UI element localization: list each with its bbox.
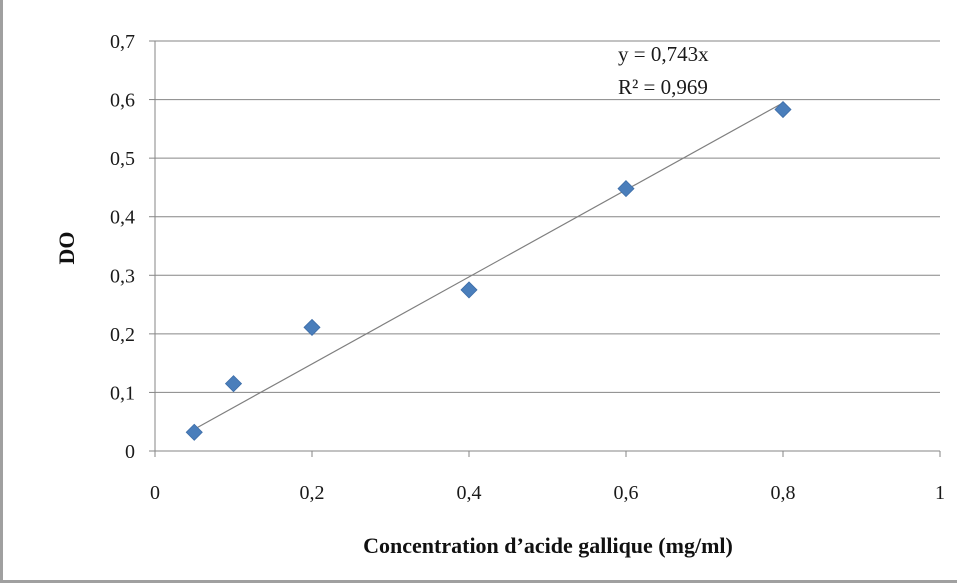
data-point-5 (774, 100, 792, 119)
linear-trendline (193, 102, 784, 430)
x-tick-label-0: 0 (150, 482, 160, 504)
y-tick-label-2: 0,2 (110, 324, 135, 346)
x-tick-label-5: 1 (935, 482, 945, 504)
tick-labels: 0 0,1 0,2 0,3 0,4 0,5 0,6 0,7 0 0,2 0,4 0,6 0,8 1 (110, 31, 945, 504)
data-point-3 (460, 281, 478, 299)
data-point-4 (617, 180, 635, 198)
x-tick-label-4: 0,8 (771, 482, 796, 504)
y-tick-label-4: 0,4 (110, 207, 135, 229)
y-tick-label-1: 0,1 (110, 382, 135, 404)
y-tick-label-3: 0,3 (110, 265, 135, 287)
data-point-2 (303, 318, 321, 336)
trendline-r2-label: R² = 0,969 (618, 75, 708, 99)
x-tick-label-3: 0,6 (614, 482, 639, 504)
scatter-chart: 0 0,1 0,2 0,3 0,4 0,5 0,6 0,7 0 0,2 0,4 0,6 0,8 1 y =… (54, 31, 945, 558)
y-tick-label-5: 0,5 (110, 148, 135, 170)
x-tick-label-1: 0,2 (300, 482, 325, 504)
data-point-0 (185, 423, 203, 441)
gridlines (155, 40, 940, 393)
axes (149, 40, 941, 457)
y-tick-label-0: 0 (125, 441, 135, 463)
y-tick-label-7: 0,7 (110, 31, 135, 53)
trendline-equation-label: y = 0,743x (618, 42, 709, 66)
data-points (185, 100, 792, 441)
data-point-1 (224, 375, 243, 393)
x-axis-title: Concentration d’acide gallique (mg/ml) (363, 533, 733, 558)
trendline-group (193, 102, 784, 430)
x-tick-label-2: 0,4 (457, 482, 482, 504)
y-tick-label-6: 0,6 (110, 90, 135, 112)
y-axis-title: DO (54, 232, 79, 265)
